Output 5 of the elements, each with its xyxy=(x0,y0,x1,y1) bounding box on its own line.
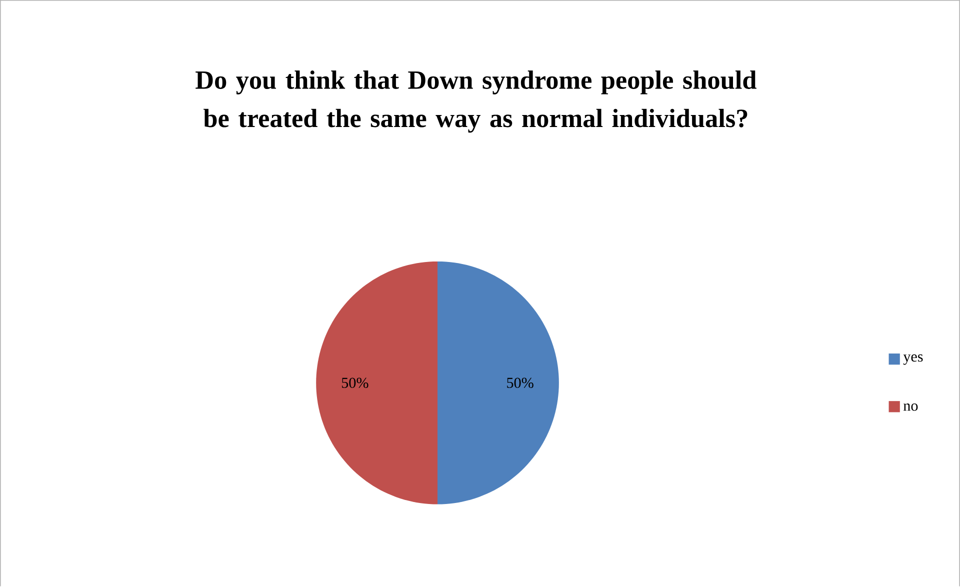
legend-label: no xyxy=(903,404,918,411)
chart-title: Do you think that Down syndrome people should be treated the same way as normal individuals? xyxy=(196,70,756,133)
data-label: 50% xyxy=(507,378,534,388)
data-label: 50% xyxy=(342,378,368,388)
legend-label: yes xyxy=(903,354,923,365)
